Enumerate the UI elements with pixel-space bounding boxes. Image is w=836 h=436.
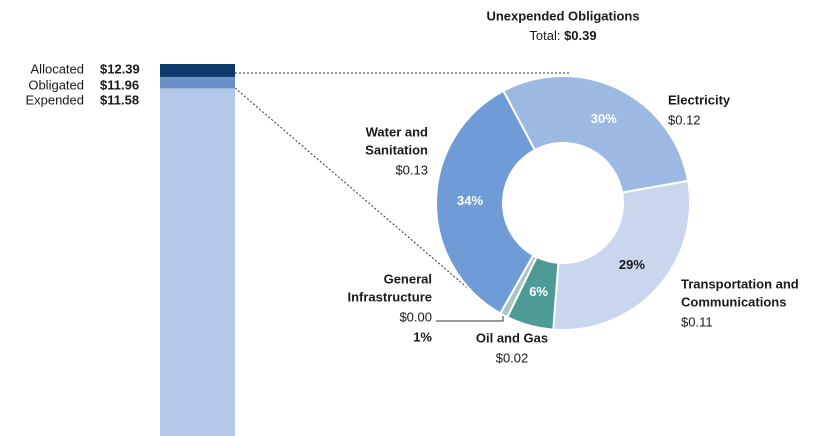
total-label: Total: [529, 28, 560, 43]
slice-percent: 34% [457, 193, 483, 208]
slice-percent: 6% [529, 284, 548, 299]
slice-amount: $0.00 [399, 309, 432, 324]
bar-value-label: $11.58 [100, 92, 139, 107]
total-value: $0.39 [564, 28, 597, 43]
bar-value-label: $12.39 [100, 61, 140, 76]
bar-label: Allocated [31, 61, 84, 76]
slice-label: Sanitation [365, 142, 428, 157]
bar-segment [160, 88, 235, 436]
donut-slice [502, 75, 690, 194]
connector [234, 87, 479, 298]
slice-label: Water and [366, 124, 428, 139]
donut-subtitle: Total: $0.39 [529, 28, 596, 43]
slice-amount: $0.12 [668, 112, 701, 127]
slice-percent: 30% [591, 111, 617, 126]
slice-label: General [384, 271, 432, 286]
bar-label: Expended [25, 92, 84, 107]
slice-label: Transportation and [681, 276, 799, 291]
slice-percent: 1% [413, 329, 432, 344]
donut-slice [435, 89, 537, 315]
bar-value-label: $11.96 [100, 77, 139, 92]
slice-amount: $0.11 [681, 314, 713, 329]
slice-percent: 29% [619, 257, 645, 272]
slice-label: Communications [681, 294, 786, 309]
slice-label: Electricity [668, 92, 731, 107]
bar-label: Obligated [28, 77, 84, 92]
donut-title: Unexpended Obligations [486, 8, 639, 23]
donut-slice [552, 179, 691, 331]
slice-label: Oil and Gas [476, 330, 548, 345]
slice-label: Infrastructure [347, 289, 432, 304]
slice-amount: $0.13 [395, 162, 428, 177]
leader-line [436, 313, 504, 322]
slice-amount: $0.02 [496, 350, 529, 365]
